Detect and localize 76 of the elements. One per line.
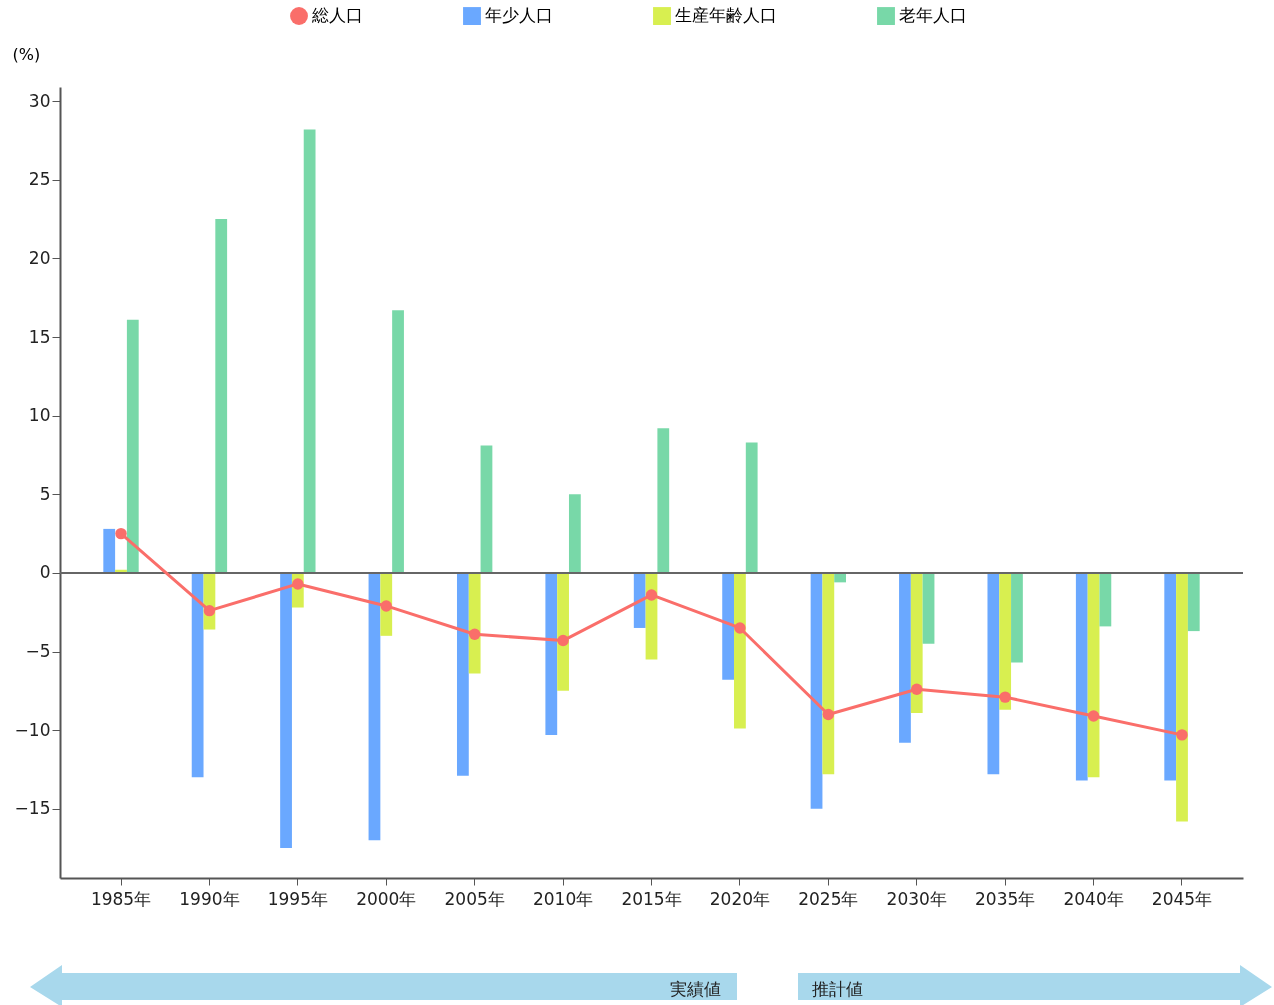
bar <box>1087 572 1100 778</box>
x-tick-label: 2005年 <box>444 888 505 909</box>
y-axis-title: (%) <box>12 44 41 64</box>
point <box>557 634 569 647</box>
bar <box>633 572 646 628</box>
bar <box>368 572 381 841</box>
bar <box>1176 572 1188 822</box>
x-tick-label: 1990年 <box>179 888 240 909</box>
bar <box>215 219 228 573</box>
y-tick-label: 10 <box>28 405 51 426</box>
bar <box>899 572 911 743</box>
bar <box>126 319 139 573</box>
bar <box>568 494 581 573</box>
x-tick-label: 2015年 <box>621 888 682 909</box>
bar <box>480 445 493 573</box>
x-tick-label: 1995年 <box>267 888 328 909</box>
y-tick-label: 5 <box>39 483 51 504</box>
legend-label: 生産年齢人口 <box>675 5 777 26</box>
y-tick-label: 0 <box>39 562 51 583</box>
x-tick-label: 2035年 <box>975 888 1036 909</box>
point <box>380 600 392 612</box>
x-tick-label: 2040年 <box>1063 888 1124 909</box>
point <box>115 527 127 540</box>
x-tick-label: 2020年 <box>709 888 771 909</box>
bar <box>456 572 469 776</box>
point <box>911 683 923 695</box>
point <box>822 708 835 721</box>
bar <box>191 572 204 778</box>
x-tick-label: 2030年 <box>886 888 947 909</box>
bar <box>1187 572 1200 632</box>
x-tick-label: 2025年 <box>798 888 859 909</box>
bar <box>280 572 292 849</box>
y-tick-label: −10 <box>14 719 51 740</box>
point <box>645 589 658 601</box>
bar <box>303 129 316 573</box>
y-tick-label: −15 <box>14 798 51 819</box>
legend-label: 総人口 <box>311 5 363 26</box>
y-tick-label: 20 <box>28 247 51 268</box>
y-tick-label: 15 <box>28 326 51 347</box>
bar <box>922 572 935 644</box>
x-tick-label: 2010年 <box>532 888 594 909</box>
y-tick-label: 25 <box>28 169 51 190</box>
bar <box>722 572 735 680</box>
bar <box>1011 572 1023 663</box>
point <box>203 604 216 617</box>
y-tick-label: 30 <box>28 90 51 111</box>
bar <box>734 572 746 729</box>
legend-label: 老年人口 <box>899 5 967 26</box>
point <box>734 622 746 634</box>
bar <box>987 572 1000 775</box>
bar <box>1075 572 1088 781</box>
point <box>1087 710 1100 722</box>
bar <box>545 572 558 735</box>
bar <box>557 572 569 691</box>
bar <box>910 572 923 713</box>
x-tick-label: 2000年 <box>356 888 417 909</box>
bar <box>999 572 1012 710</box>
bar <box>745 442 758 573</box>
bar <box>392 310 404 573</box>
bar <box>657 428 670 573</box>
text: 実績値 <box>669 979 721 999</box>
bar <box>103 528 116 573</box>
bar <box>1099 572 1112 627</box>
bar <box>810 572 823 809</box>
x-tick-label: 2045年 <box>1151 888 1213 909</box>
bar <box>822 572 835 775</box>
point <box>468 628 481 640</box>
bar <box>1164 572 1177 781</box>
y-tick-label: −5 <box>25 641 51 662</box>
bar <box>468 572 481 674</box>
text: 推計値 <box>812 979 863 999</box>
point <box>292 578 304 590</box>
point <box>1176 729 1188 741</box>
x-tick-label: 1985年 <box>90 888 152 909</box>
point <box>999 691 1011 703</box>
legend-label: 年少人口 <box>485 5 553 26</box>
